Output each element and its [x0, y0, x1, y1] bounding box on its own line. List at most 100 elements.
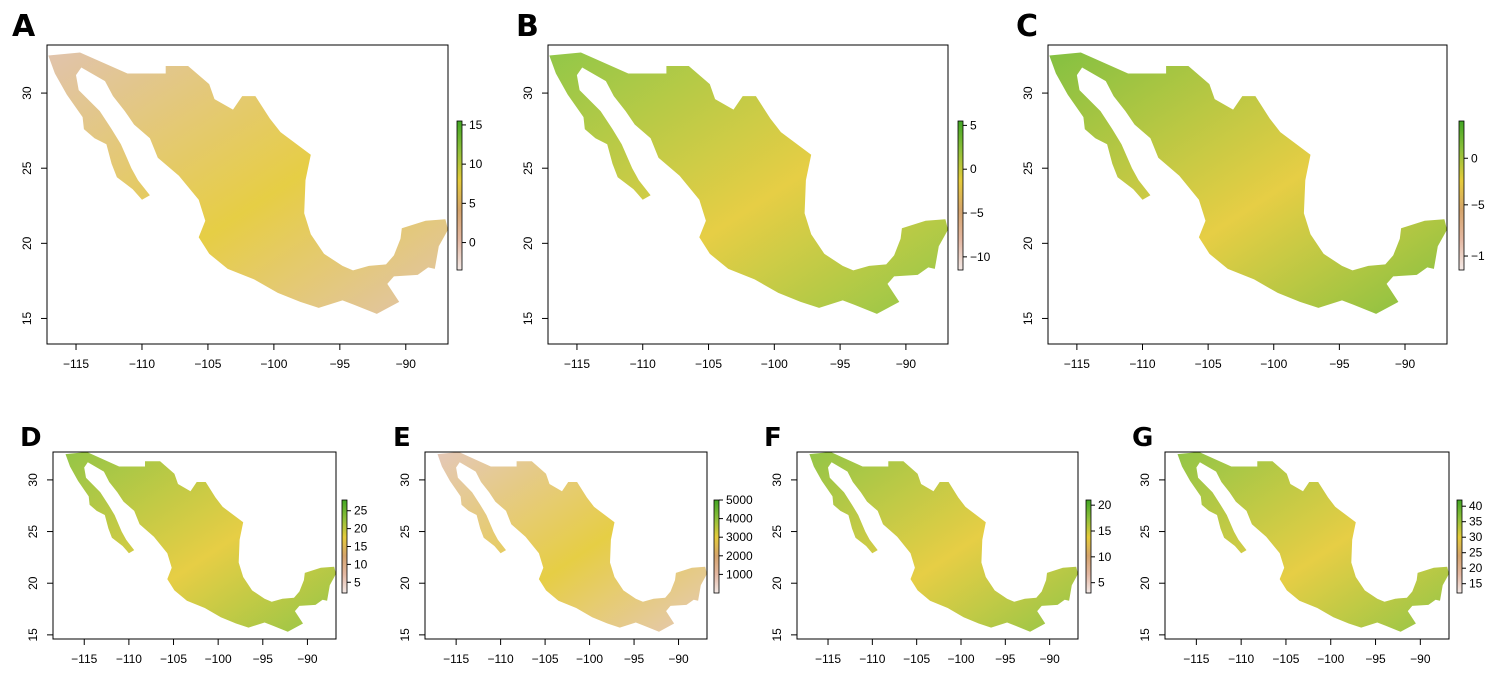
- map-panel-f: F −115 −110 −105 −100 −95 −90 15 20 25 30 5 10 15 20: [764, 423, 1112, 666]
- y-tick-label: 25: [770, 525, 784, 539]
- y-tick-label: 15: [26, 628, 40, 642]
- mexico-raster: [1049, 52, 1447, 314]
- y-tick-label: 25: [521, 161, 535, 175]
- y-tick-label: 30: [20, 86, 34, 100]
- legend-tick-label: 25: [1469, 546, 1483, 560]
- legend-tick-label: 20: [1469, 561, 1483, 575]
- legend-color-bar: [1456, 499, 1463, 594]
- legend-color-bar: [456, 120, 463, 271]
- legend-color-bar: [341, 499, 348, 594]
- plot-frame: [1164, 451, 1450, 640]
- panel-letter: F: [764, 423, 782, 453]
- x-tick-label: −95: [624, 652, 645, 666]
- y-tick-label: 20: [20, 236, 34, 250]
- plot-frame: [52, 451, 337, 640]
- x-tick-label: −90: [396, 357, 417, 371]
- legend-tick-label: 5: [1098, 576, 1105, 590]
- legend-tick-label: 35: [1469, 515, 1483, 529]
- x-tick-label: −110: [488, 652, 514, 666]
- x-tick-label: −100: [1260, 357, 1287, 371]
- x-tick-label: −90: [896, 357, 917, 371]
- x-tick-label: −105: [695, 357, 722, 371]
- legend-color-bar: [713, 499, 720, 594]
- y-tick-label: 30: [26, 473, 40, 487]
- legend-color-bar: [1458, 120, 1465, 271]
- mexico-raster: [48, 52, 448, 314]
- x-tick-label: −100: [260, 357, 287, 371]
- legend-tick-label: −10: [970, 250, 991, 264]
- plot-frame: [1047, 44, 1448, 345]
- y-tick-label: 20: [1021, 236, 1035, 250]
- x-tick-label: −90: [1039, 652, 1060, 666]
- legend-tick-label: 15: [354, 540, 368, 554]
- y-tick-label: 25: [1021, 161, 1035, 175]
- legend-tick-label: 10: [354, 557, 368, 571]
- x-tick-label: −105: [903, 652, 930, 666]
- x-tick-label: −95: [995, 652, 1016, 666]
- x-tick-label: −90: [1395, 357, 1416, 371]
- x-tick-label: −95: [1329, 357, 1350, 371]
- x-tick-label: −115: [564, 357, 590, 371]
- legend-tick-label: 1000: [726, 567, 753, 581]
- mexico-raster: [549, 52, 948, 314]
- y-tick-label: 15: [770, 628, 784, 642]
- y-tick-label: 25: [26, 525, 40, 539]
- y-tick-label: 25: [20, 161, 34, 175]
- plot-frame: [424, 451, 708, 640]
- y-tick-label: 30: [770, 473, 784, 487]
- y-tick-label: 15: [521, 311, 535, 325]
- map-panel-a: A −115 −110 −105 −100 −95 −90 15 20 25 30 0 5 10 15: [12, 9, 483, 371]
- legend-tick-label: −5: [1471, 198, 1485, 212]
- legend-tick-label: 4000: [726, 512, 753, 526]
- legend-tick-label: 15: [469, 118, 483, 132]
- legend-color-bar: [957, 120, 964, 271]
- legend-tick-label: 5: [970, 118, 977, 132]
- x-tick-label: −110: [630, 357, 656, 371]
- x-tick-label: −110: [116, 652, 142, 666]
- y-tick-label: 20: [1138, 576, 1152, 590]
- x-tick-label: −105: [194, 357, 221, 371]
- panel-letter: A: [12, 9, 36, 44]
- y-tick-label: 30: [1138, 473, 1152, 487]
- x-tick-label: −95: [253, 652, 274, 666]
- legend-color-bar: [1085, 499, 1092, 594]
- mexico-raster: [1177, 452, 1449, 632]
- x-tick-label: −115: [71, 652, 97, 666]
- x-tick-label: −90: [1410, 652, 1431, 666]
- legend-tick-label: −5: [970, 206, 984, 220]
- x-tick-label: −115: [1183, 652, 1209, 666]
- map-panel-e: E −115 −110 −105 −100 −95 −90 15 20 25 30 1000 2000 3…: [393, 423, 753, 666]
- x-tick-label: −105: [1272, 652, 1299, 666]
- legend-tick-label: 40: [1469, 499, 1483, 513]
- map-panel-d: D −115 −110 −105 −100 −95 −90 15 20 25 30 5 10 15 20 25: [20, 423, 368, 666]
- y-tick-label: 30: [398, 473, 412, 487]
- map-panel-c: C −115 −110 −105 −100 −95 −90 15 20 25 30 −1 −5 0: [1016, 9, 1485, 371]
- x-tick-label: −110: [1228, 652, 1254, 666]
- x-tick-label: −110: [1129, 357, 1155, 371]
- legend-tick-label: 0: [970, 162, 977, 176]
- legend-tick-label: 0: [469, 236, 476, 250]
- x-tick-label: −90: [668, 652, 689, 666]
- x-tick-label: −115: [1064, 357, 1090, 371]
- legend-tick-label: 15: [1469, 577, 1483, 591]
- y-tick-label: 15: [20, 311, 34, 325]
- map-panel-g: G−115 −110 −105 −100 −95 −9015202530152025303…: [1132, 423, 1483, 666]
- legend-tick-label: 15: [1098, 524, 1112, 538]
- x-tick-label: −95: [830, 357, 851, 371]
- legend-tick-label: 3000: [726, 530, 753, 544]
- plot-frame: [46, 44, 449, 345]
- legend-tick-label: 5000: [726, 493, 753, 507]
- x-tick-label: −110: [859, 652, 885, 666]
- panel-letter: G: [1132, 423, 1153, 453]
- legend-tick-label: 0: [1471, 151, 1478, 165]
- legend-tick-label: 25: [354, 504, 368, 518]
- x-tick-label: −100: [1317, 652, 1344, 666]
- legend-tick-label: 10: [1098, 550, 1112, 564]
- y-tick-label: 25: [1138, 525, 1152, 539]
- x-tick-label: −105: [532, 652, 559, 666]
- plot-frame: [547, 44, 949, 345]
- x-tick-label: −100: [761, 357, 788, 371]
- y-tick-label: 25: [398, 525, 412, 539]
- y-tick-label: 20: [26, 576, 40, 590]
- legend-tick-label: 10: [469, 157, 483, 171]
